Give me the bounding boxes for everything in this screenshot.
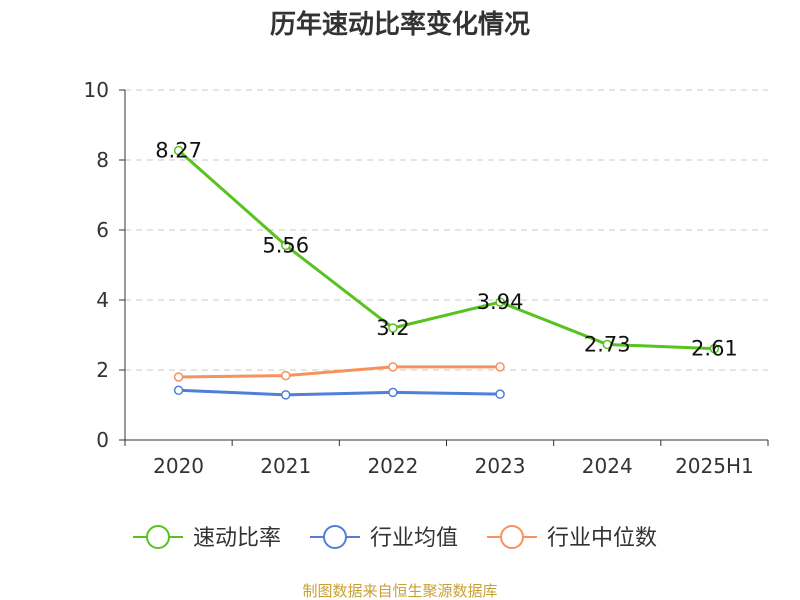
point-2-2021 [281, 370, 291, 381]
data-label-2023: 3.94 [477, 290, 524, 314]
legend-item-1: 行业均值 [310, 525, 458, 551]
legend-label-1: 行业均值 [370, 526, 458, 551]
series-line-2 [177, 365, 502, 379]
point-1-2021 [281, 390, 291, 400]
chart-title: 历年速动比率变化情况 [270, 9, 530, 40]
y-tick-label-4: 4 [96, 288, 109, 312]
data-label-2024: 2.73 [584, 332, 631, 356]
legend-item-0: 速动比率 [133, 525, 281, 551]
point-0-2022 [388, 323, 398, 333]
point-0-2024 [602, 339, 612, 350]
point-2-2023 [495, 362, 505, 372]
grid-lines [125, 89, 768, 371]
point-0-2020 [173, 145, 184, 156]
point-0-2023 [495, 297, 505, 307]
series-line-1 [177, 388, 502, 397]
x-tick-label-2020: 2020 [153, 454, 204, 478]
series-lines [173, 145, 720, 400]
x-tick-label-2021: 2021 [260, 454, 311, 478]
point-1-2020 [173, 385, 184, 396]
y-tick-label-10: 10 [84, 78, 109, 102]
data-labels: 8.27 5.56 3.2 3.94 2.73 2.61 [155, 139, 738, 361]
point-0-2021 [281, 240, 291, 251]
legend-item-2: 行业中位数 [487, 525, 657, 551]
point-2-2020 [173, 372, 184, 382]
legend-marker-0 [146, 525, 170, 549]
source-note: 制图数据来自恒生聚源数据库 [302, 582, 497, 600]
y-tick-label-0: 0 [96, 428, 109, 452]
point-0-2025H1 [709, 343, 720, 354]
series-line-0 [177, 149, 716, 351]
x-tick-label-2022: 2022 [367, 454, 418, 478]
point-1-2022 [388, 387, 398, 398]
point-2-2022 [388, 362, 398, 372]
legend-marker-2 [500, 525, 524, 549]
y-tick-label-2: 2 [96, 358, 109, 382]
point-1-2023 [495, 389, 505, 399]
x-tick-label-2025H1: 2025H1 [675, 454, 754, 478]
data-label-2021: 5.56 [262, 233, 309, 257]
data-label-2022: 3.2 [376, 316, 409, 340]
data-label-2025H1: 2.61 [691, 337, 738, 361]
y-tick-label-6: 6 [96, 218, 109, 242]
data-label-2020: 8.27 [155, 139, 202, 163]
axes: 0 2 4 6 8 10 2020 2021 2022 2023 2024 2025H1 [84, 78, 769, 478]
legend: 速动比率 行业均值 行业中位数 [133, 525, 657, 551]
y-tick-label-8: 8 [96, 148, 109, 172]
x-tick-label-2024: 2024 [582, 454, 633, 478]
legend-label-0: 速动比率 [193, 526, 281, 551]
legend-marker-1 [323, 525, 347, 549]
legend-label-2: 行业中位数 [547, 526, 657, 551]
x-tick-label-2023: 2023 [475, 454, 526, 478]
